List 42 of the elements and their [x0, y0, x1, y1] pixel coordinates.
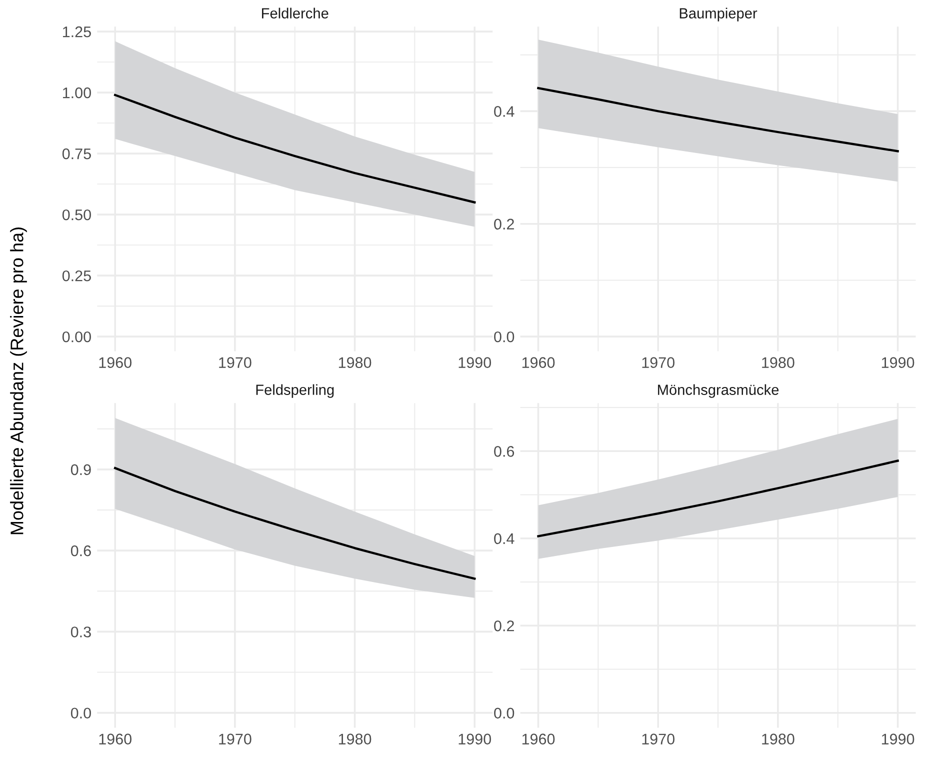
x-tick-label: 1980 [762, 734, 794, 744]
line-series [537, 460, 899, 538]
y-axis-title: Modellierte Abundanz (Reviere pro ha) [10, 228, 27, 534]
x-tick-label: 1980 [338, 357, 372, 368]
y-tick-label: 0.6 [494, 446, 514, 457]
y-tick-label: 1.00 [63, 87, 91, 98]
y-tick-label: 0.25 [62, 270, 91, 282]
y-tick-label: 0.0 [70, 708, 91, 719]
x-tick-label: 1960 [522, 734, 555, 744]
y-tick-label: 0.0 [494, 331, 514, 342]
y-tick-label: 1.25 [63, 26, 91, 38]
line-series [114, 466, 476, 580]
y-tick-label: 0.0 [494, 708, 514, 719]
y-tick-label: 0.4 [494, 533, 514, 544]
x-tick-label: 1990 [882, 357, 914, 368]
x-tick-label: 1960 [522, 357, 555, 368]
chart-title: Mönchsgrasmücke [658, 384, 779, 398]
x-tick-label: 1970 [219, 357, 252, 368]
line-series [537, 86, 899, 152]
y-tick-label: 0.00 [62, 331, 91, 342]
x-tick-label: 1960 [99, 734, 132, 744]
chart-title: Baumpieper [680, 8, 758, 22]
x-tick-label: 1990 [882, 734, 914, 744]
y-tick-label: 0.2 [494, 620, 514, 632]
y-tick-label: 0.4 [494, 106, 514, 117]
y-tick-label: 0.6 [70, 545, 91, 556]
chart-title: Feldsperling [256, 384, 334, 398]
y-tick-label: 0.75 [62, 148, 91, 160]
chart-title: Feldlerche [262, 8, 328, 18]
x-tick-label: 1960 [99, 357, 132, 368]
x-tick-label: 1970 [642, 734, 674, 744]
y-tick-label: 0.9 [70, 464, 91, 476]
x-tick-label: 1970 [219, 734, 252, 744]
x-tick-label: 1970 [642, 357, 674, 368]
y-tick-label: 0.2 [494, 218, 514, 230]
y-tick-label: 0.3 [70, 626, 91, 638]
x-tick-label: 1980 [338, 734, 372, 744]
x-tick-label: 1990 [458, 734, 492, 744]
x-tick-label: 1980 [762, 357, 794, 368]
line-series [114, 94, 476, 204]
y-tick-label: 0.50 [62, 209, 91, 220]
x-tick-label: 1990 [458, 357, 492, 368]
